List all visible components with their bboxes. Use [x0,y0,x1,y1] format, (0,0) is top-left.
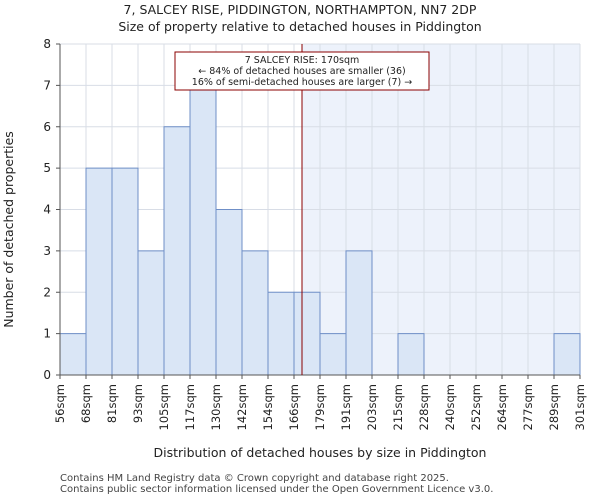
x-tick-label: 166sqm [287,384,301,430]
x-tick-label: 289sqm [547,384,561,430]
x-tick-label: 301sqm [573,384,587,430]
annotation-line-3: 16% of semi-detached houses are larger (… [192,77,412,88]
histogram-bar [293,291,321,376]
histogram-bar [59,333,87,376]
histogram-bar [267,291,295,376]
x-tick-label: 191sqm [339,384,353,430]
histogram-bar [137,250,165,376]
x-tick-label: 228sqm [417,384,431,430]
x-tick-label: 130sqm [209,384,223,430]
x-tick-label: 105sqm [157,384,171,430]
annotation-box [174,51,430,91]
x-tick-label: 203sqm [365,384,379,430]
x-tick-label: 215sqm [391,384,405,430]
x-tick-label: 142sqm [235,384,249,430]
x-tick-label: 154sqm [261,384,275,430]
chart-title: 7, SALCEY RISE, PIDDINGTON, NORTHAMPTON,… [123,2,477,17]
footer-attribution-1: Contains HM Land Registry data © Crown c… [60,473,449,484]
x-tick-label: 277sqm [521,384,535,430]
y-tick-label: 5 [43,161,51,175]
x-tick-label: 68sqm [79,384,93,423]
x-tick-label: 179sqm [313,384,327,430]
histogram-bar [111,167,139,376]
histogram-bar [345,250,373,376]
x-tick-label: 252sqm [469,384,483,430]
y-axis-title: Number of detached properties [1,131,16,328]
histogram-bar [215,209,243,376]
histogram-chart: 0 1 2 3 4 5 6 7 8 56sqm 68sqm 81sqm 93sqm 105sqm 117sq… [1,37,587,460]
histogram-bar [189,84,217,376]
y-tick-label: 3 [43,244,51,258]
annotation-line-2: ← 84% of detached houses are smaller (36… [198,66,405,77]
histogram-bar [85,167,113,376]
x-tick-label: 117sqm [183,384,197,430]
annotation-line-1: 7 SALCEY RISE: 170sqm [245,55,360,66]
histogram-bar [163,126,191,376]
y-tick-label: 4 [43,203,51,217]
x-tick-label: 264sqm [495,384,509,430]
x-tick-label: 93sqm [131,384,145,423]
x-tick-label: 240sqm [443,384,457,430]
y-tick-label: 7 [43,78,51,92]
y-tick-label: 1 [43,327,51,341]
histogram-bar [553,333,581,376]
x-tick-label: 56sqm [53,384,67,423]
y-tick-label: 0 [43,368,51,382]
x-tick-label: 81sqm [105,384,119,423]
y-tick-label: 6 [43,120,51,134]
y-tick-label: 2 [43,285,51,299]
footer-attribution-2: Contains public sector information licen… [60,484,494,495]
chart-subtitle: Size of property relative to detached ho… [118,19,482,34]
x-axis-title: Distribution of detached houses by size … [154,445,487,460]
histogram-bar [241,250,269,376]
histogram-bar [397,333,425,376]
y-tick-label: 8 [43,37,51,51]
histogram-bar [319,333,347,376]
